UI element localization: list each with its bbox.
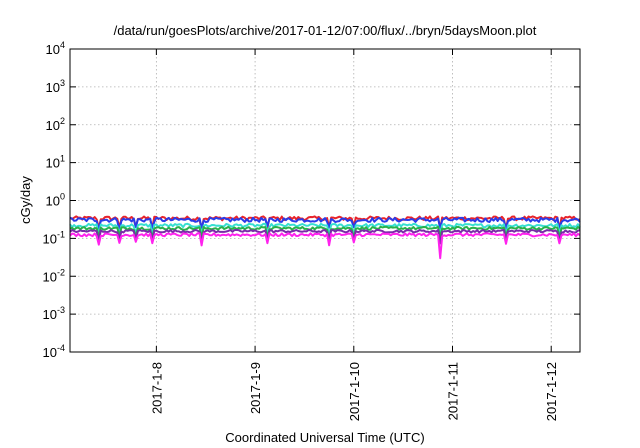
x-tick-label: 2017-1-8 xyxy=(149,362,164,414)
grid xyxy=(70,49,580,352)
series-lines xyxy=(69,215,581,260)
series-line-4 xyxy=(69,225,581,241)
x-tick-label: 2017-1-10 xyxy=(347,362,362,421)
y-tick-label: 10-4 xyxy=(43,343,65,360)
x-axis-label: Coordinated Universal Time (UTC) xyxy=(225,430,424,445)
y-tick-label: 104 xyxy=(46,40,65,57)
y-tick-label: 101 xyxy=(46,154,65,171)
y-axis-label: cGy/day xyxy=(18,176,33,224)
x-tick-label: 2017-1-9 xyxy=(248,362,263,414)
y-tick-label: 10-2 xyxy=(43,267,65,284)
chart-title: /data/run/goesPlots/archive/2017-01-12/0… xyxy=(114,23,537,38)
series-line-6 xyxy=(69,232,581,260)
series-line-5 xyxy=(69,229,581,245)
series-line-3 xyxy=(69,222,581,237)
y-axis: 10-4 10-3 10-2 10-1 100 101 102 103 104 xyxy=(43,40,580,360)
series-line-2 xyxy=(69,216,581,232)
x-axis: 2017-1-8 2017-1-9 2017-1-10 2017-1-11 2017-1… xyxy=(149,49,559,421)
x-tick-label: 2017-1-12 xyxy=(544,362,559,421)
y-tick-label: 10-1 xyxy=(43,229,65,246)
y-tick-label: 100 xyxy=(46,192,65,209)
y-tick-label: 10-3 xyxy=(43,305,65,322)
y-tick-label: 103 xyxy=(46,78,65,95)
x-tick-label: 2017-1-11 xyxy=(446,362,461,420)
y-tick-label: 102 xyxy=(46,116,65,133)
